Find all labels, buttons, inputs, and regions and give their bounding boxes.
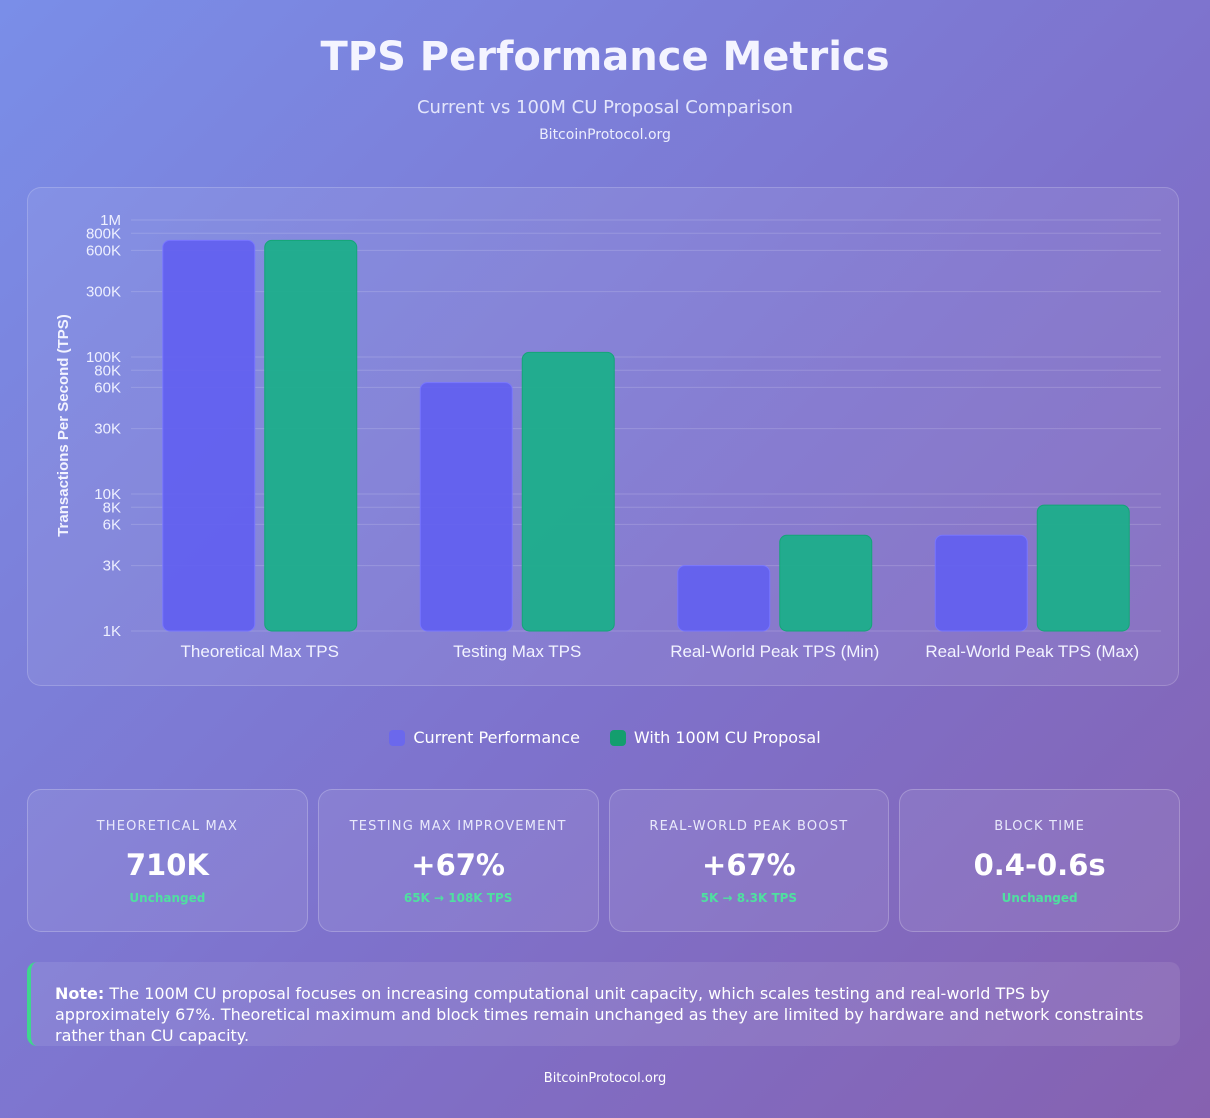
note-text: The 100M CU proposal focuses on increasi…	[55, 984, 1144, 1045]
metric-card-value: +67%	[411, 848, 505, 882]
y-tick-label: 300K	[86, 284, 121, 301]
metric-card-value: 710K	[125, 848, 209, 882]
y-tick-label: 3K	[103, 558, 121, 575]
metric-card-value: 0.4-0.6s	[973, 848, 1106, 882]
bar-proposal	[1036, 504, 1130, 632]
metric-card-label: THEORETICAL MAX	[96, 819, 239, 834]
y-tick-label: 1K	[103, 623, 121, 640]
bar-proposal	[264, 239, 358, 632]
chart-panel: 1K 3K 6K 8K 10K 30K 60K 80K 100K 300K 600K 800K 1M Tr…	[27, 187, 1179, 686]
x-tick-label: Real-World Peak TPS (Min)	[670, 642, 879, 661]
metric-card-subtext: 5K → 8.3K TPS	[700, 891, 798, 905]
metric-card-real-world-boost: REAL-WORLD PEAK BOOST +67% 5K → 8.3K TPS	[608, 789, 890, 932]
metric-card-label: BLOCK TIME	[994, 819, 1086, 834]
bar-current	[934, 534, 1028, 632]
legend-label-current: Current Performance	[413, 728, 580, 747]
legend-item-proposal[interactable]: With 100M CU Proposal	[609, 728, 821, 747]
metric-card-theoretical-max: THEORETICAL MAX 710K Unchanged	[27, 789, 308, 932]
bar-current	[677, 565, 771, 632]
y-tick-label: 800K	[86, 225, 121, 242]
y-tick-label: 80K	[94, 362, 121, 379]
bar-proposal	[521, 351, 615, 632]
metric-card-value: +67%	[702, 848, 796, 882]
x-tick-label: Theoretical Max TPS	[181, 642, 339, 661]
y-tick-label: 100K	[86, 349, 121, 366]
legend-swatch-current	[389, 729, 406, 746]
metric-card-subtext: Unchanged	[129, 891, 206, 905]
x-tick-label: Real-World Peak TPS (Max)	[925, 642, 1139, 661]
page-title: TPS Performance Metrics	[320, 34, 890, 80]
page-subtitle: Current vs 100M CU Proposal Comparison	[416, 97, 794, 118]
footer-site-name: BitcoinProtocol.org	[543, 1071, 667, 1086]
bar-current	[162, 239, 256, 632]
y-tick-label: 30K	[94, 421, 121, 438]
metric-card-subtext: Unchanged	[1001, 891, 1078, 905]
note-label: Note:	[55, 984, 105, 1003]
metric-cards: THEORETICAL MAX 710K Unchanged TESTING M…	[27, 789, 1180, 932]
legend-label-proposal: With 100M CU Proposal	[633, 728, 821, 747]
y-axis-title: Transactions Per Second (TPS)	[55, 314, 72, 537]
metric-card-subtext: 65K → 108K TPS	[403, 891, 513, 905]
y-tick-label: 6K	[103, 516, 121, 533]
bar-current	[419, 382, 513, 632]
metric-card-block-time: BLOCK TIME 0.4-0.6s Unchanged	[899, 789, 1180, 932]
y-tick-label: 8K	[103, 499, 121, 516]
legend-swatch-proposal	[609, 729, 626, 746]
y-tick-label: 600K	[86, 242, 121, 259]
y-tick-label: 1M	[100, 212, 121, 229]
metric-card-testing-max: TESTING MAX IMPROVEMENT +67% 65K → 108K …	[317, 789, 599, 932]
y-tick-label: 10K	[94, 486, 121, 503]
y-tick-label: 60K	[94, 379, 121, 396]
chart-legend: Current Performance With 100M CU Proposa…	[0, 728, 1210, 747]
legend-item-current[interactable]: Current Performance	[389, 728, 580, 747]
metric-card-label: TESTING MAX IMPROVEMENT	[349, 819, 567, 834]
site-name: BitcoinProtocol.org	[539, 127, 671, 143]
bar-proposal	[779, 534, 873, 632]
x-tick-label: Testing Max TPS	[453, 642, 581, 661]
note-box: Note: The 100M CU proposal focuses on in…	[27, 962, 1180, 1046]
metric-card-label: REAL-WORLD PEAK BOOST	[649, 819, 849, 834]
